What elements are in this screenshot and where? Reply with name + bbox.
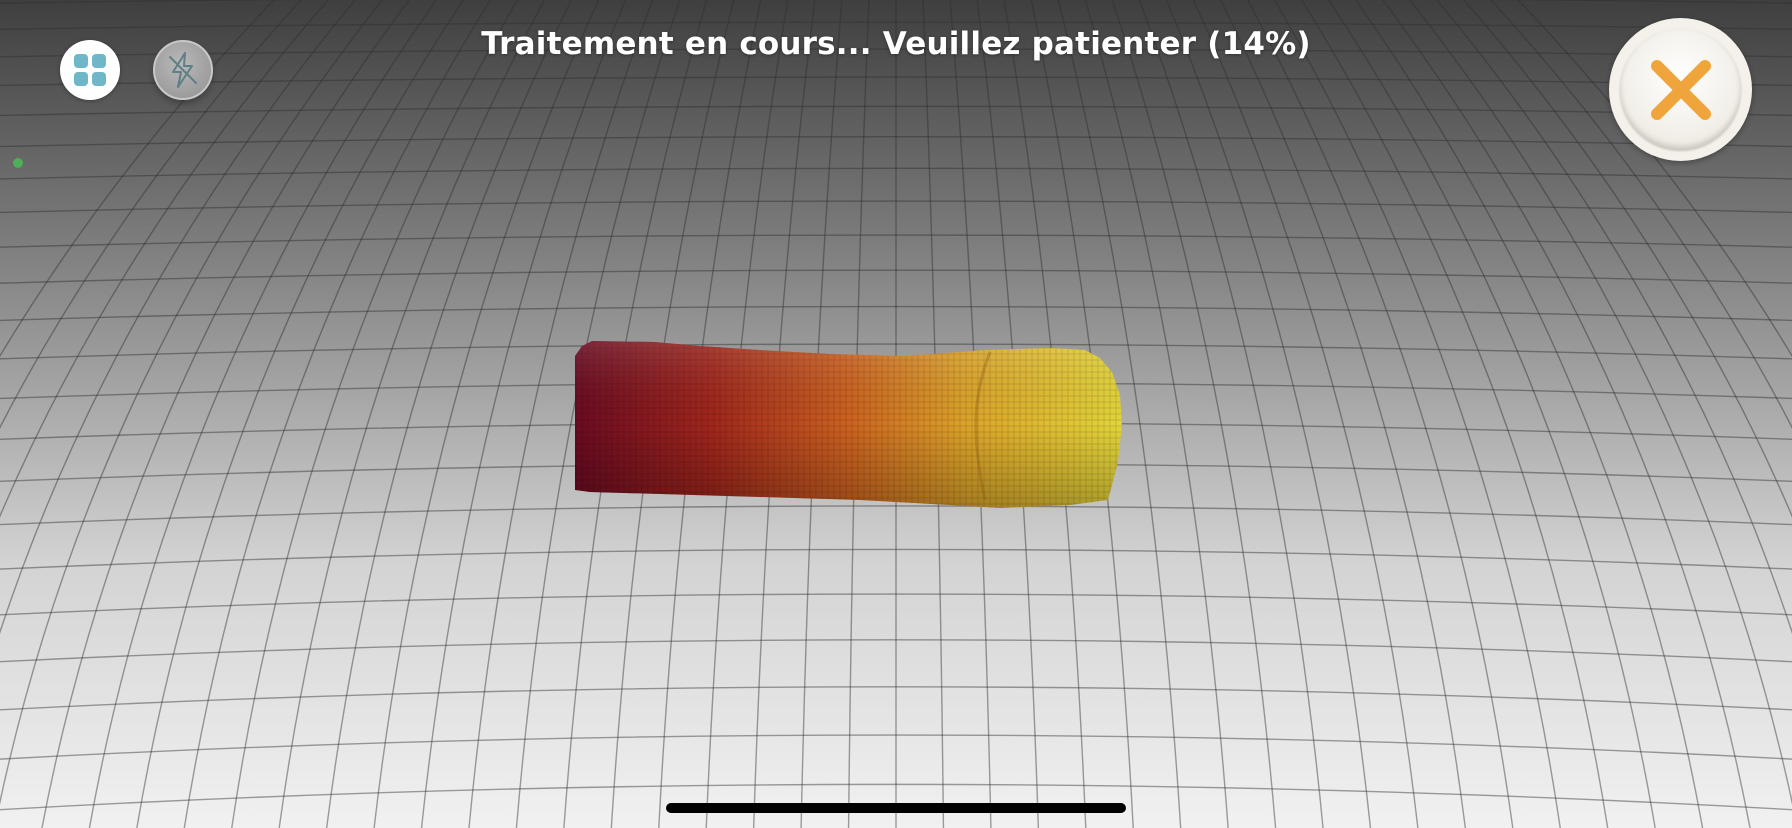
- grid-line: [88, 0, 438, 828]
- grid-line: [0, 0, 329, 518]
- grid-line: [1300, 0, 1609, 828]
- close-button[interactable]: [1609, 18, 1752, 161]
- grid-line: [1111, 0, 1277, 828]
- flash-toggle-button[interactable]: [153, 40, 213, 100]
- grid-line: [1219, 0, 1467, 828]
- grid-line: [325, 0, 573, 828]
- grid-line: [0, 48, 1792, 58]
- grid-line: [1517, 0, 1792, 358]
- grid-line: [0, 269, 1792, 284]
- grid-line: [0, 305, 1792, 322]
- grid-line: [1490, 0, 1792, 429]
- grid-line: [231, 0, 519, 828]
- grid-line: [41, 0, 411, 828]
- grid-line: [0, 0, 356, 635]
- grid-line: [0, 0, 302, 429]
- grid-line: [278, 0, 546, 828]
- grid-line: [0, 167, 1792, 180]
- grid-line: [1273, 0, 1561, 828]
- grid-line: [373, 0, 600, 828]
- grid-line: [0, 505, 1792, 526]
- grid-line: [1084, 0, 1229, 828]
- grid-line: [1138, 0, 1324, 828]
- grid-line: [1408, 0, 1792, 806]
- grid-line: [0, 593, 1792, 616]
- grid-line: [0, 783, 1792, 811]
- grid-line: [0, 21, 1792, 30]
- flash-off-icon: [169, 52, 197, 88]
- grid-line: [0, 548, 1792, 570]
- grid-line: [0, 0, 384, 806]
- grid-line: [0, 76, 1792, 87]
- grid-menu-button[interactable]: [60, 40, 120, 100]
- grid-line: [183, 0, 492, 828]
- processing-status: Traitement en cours... Veuillez patiente…: [481, 26, 1311, 62]
- grid-line: [1463, 0, 1792, 518]
- grid-line: [1381, 0, 1751, 828]
- grid-line: [0, 734, 1792, 760]
- grid-line: [0, 234, 1792, 248]
- grid-line: [1192, 0, 1419, 828]
- grid-line: [0, 105, 1792, 117]
- home-indicator[interactable]: [666, 803, 1126, 813]
- scanned-object: [575, 341, 1122, 508]
- grid-line: [468, 0, 654, 828]
- grid-line: [0, 136, 1792, 148]
- grid-line: [1057, 0, 1182, 828]
- grid-line: [0, 200, 1792, 214]
- tracking-indicator: [13, 158, 23, 168]
- grid-line: [1354, 0, 1704, 828]
- close-icon: [1650, 59, 1711, 120]
- grid-line: [1436, 0, 1792, 635]
- grid-line: [1327, 0, 1656, 828]
- close-button-face: [1620, 29, 1741, 150]
- grid-line: [420, 0, 627, 828]
- grid-line: [0, 686, 1792, 711]
- grid-line: [1246, 0, 1514, 828]
- grid-line: [0, 343, 1792, 360]
- grid-line: [136, 0, 465, 828]
- grid-icon: [74, 54, 106, 86]
- grid-line: [1165, 0, 1372, 828]
- grid-line: [0, 639, 1792, 663]
